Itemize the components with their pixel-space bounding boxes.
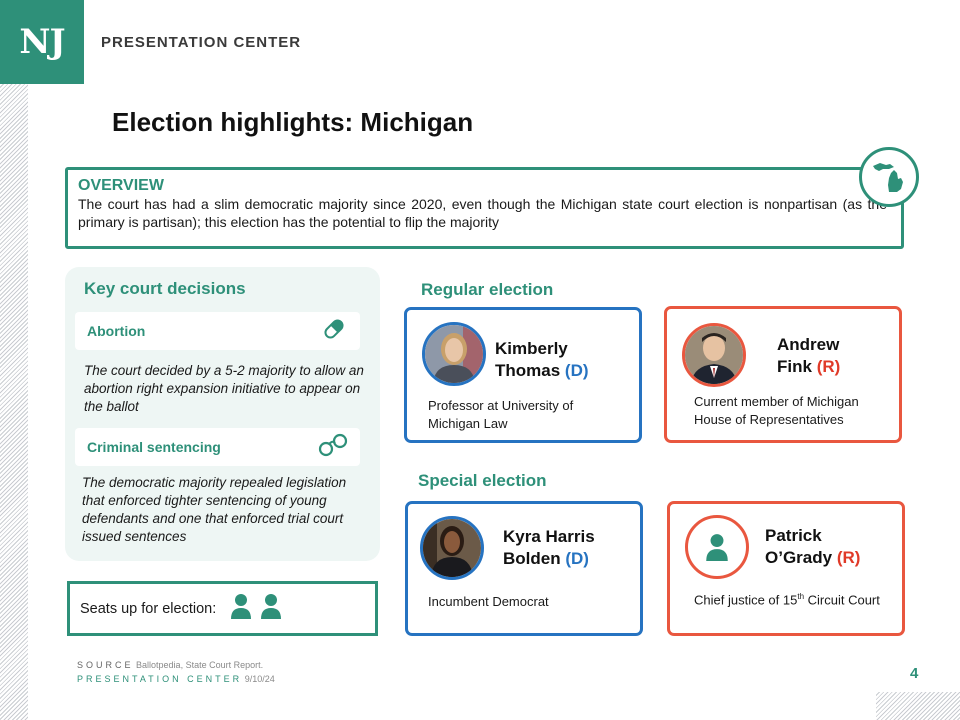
regular-election-heading: Regular election [421,280,554,299]
overview-heading: OVERVIEW [78,177,164,194]
candidate-card-thomas: Kimberly Thomas (D) Professor at Univers… [404,307,642,443]
decisions-heading: Key court decisions [84,279,246,298]
candidate-card-fink: Andrew Fink (R) Current member of Michig… [664,306,902,443]
decorative-hatch-bottom-right [876,692,960,720]
overview-text: The court has had a slim democratic majo… [78,196,887,230]
candidate-name: Andrew Fink (R) [777,334,840,378]
special-election-heading: Special election [418,471,547,490]
candidate-photo-bolden [420,516,484,580]
source-note: SOURCE Ballotpedia, State Court Report. … [77,658,275,686]
key-court-decisions-panel: Key court decisions Abortion The court d… [65,267,380,561]
candidate-name: Kimberly Thomas (D) [495,338,589,382]
decorative-hatch-left [0,84,28,720]
person-icon [230,593,252,624]
candidate-description: Current member of Michigan House of Repr… [694,394,859,427]
source-label: SOURCE [77,660,134,670]
candidate-last-name: Thomas [495,361,561,380]
candidate-description: Chief justice of 15th Circuit Court [694,592,880,608]
candidate-photo-fink [682,323,746,387]
party-badge: (D) [564,361,589,380]
decision-label: Criminal sentencing [87,439,221,455]
candidate-name: Patrick O’Grady (R) [765,525,860,569]
person-icon [685,515,749,579]
candidate-name: Kyra Harris Bolden (D) [503,526,595,570]
candidate-last-name: Bolden [503,549,561,568]
candidate-description: Incumbent Democrat [428,594,549,609]
overview-box: OVERVIEW The court has had a slim democr… [65,167,904,249]
footer-date: 9/10/24 [244,674,275,684]
pill-icon [320,315,348,348]
candidate-card-bolden: Kyra Harris Bolden (D) Incumbent Democra… [405,501,643,636]
nj-logo: NJ [0,0,84,84]
header-title: PRESENTATION CENTER [101,34,302,51]
candidate-last-name: O’Grady [765,548,833,567]
decision-abortion-header: Abortion [75,312,360,350]
candidate-last-name: Fink [777,357,812,376]
decision-sentencing-header: Criminal sentencing [75,428,360,466]
handcuffs-icon [318,432,348,463]
michigan-map-icon [859,147,919,207]
candidate-card-ogrady: Patrick O’Grady (R) Chief justice of 15t… [667,501,905,636]
seats-box: Seats up for election: [67,581,378,636]
person-icon [260,593,282,624]
party-badge: (D) [565,549,589,568]
candidate-first-name: Kyra Harris [503,527,595,546]
source-text: Ballotpedia, State Court Report. [136,660,264,670]
candidate-description: Professor at University of Michigan Law [428,398,574,431]
page-title: Election highlights: Michigan [112,107,474,137]
seat-icons [230,593,282,624]
page-number: 4 [910,665,919,682]
decision-abortion-text: The court decided by a 5-2 majority to a… [84,363,364,414]
decision-label: Abortion [87,323,146,339]
center-label: PRESENTATION CENTER [77,674,243,684]
party-badge: (R) [816,357,841,376]
decision-sentencing-text: The democratic majority repealed legisla… [82,475,347,544]
candidate-first-name: Kimberly [495,339,568,358]
logo-text: NJ [19,22,65,62]
candidate-photo-thomas [422,322,486,386]
candidate-first-name: Andrew [777,335,840,354]
party-badge: (R) [836,548,861,567]
seats-label: Seats up for election: [80,600,217,617]
candidate-first-name: Patrick [765,526,822,545]
